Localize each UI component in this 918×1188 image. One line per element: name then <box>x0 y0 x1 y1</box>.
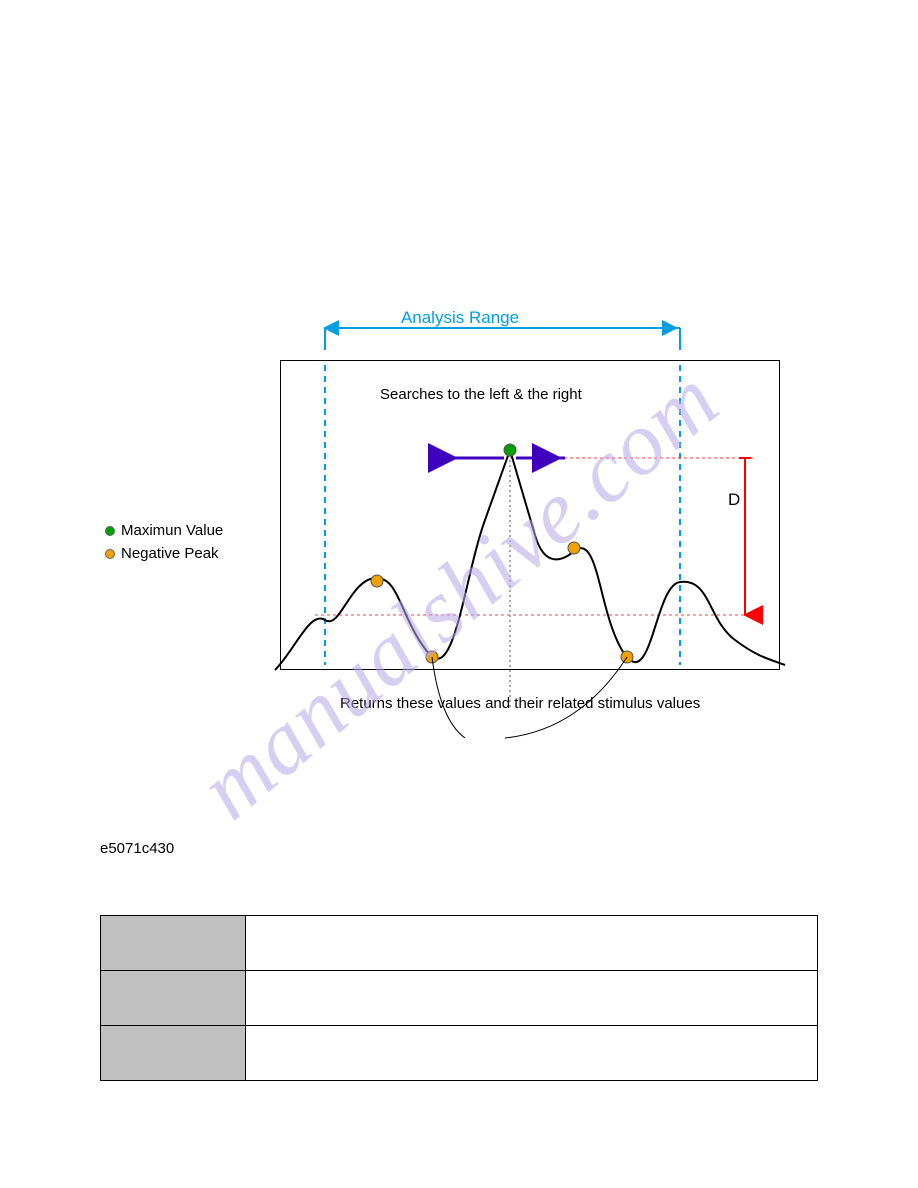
table-row <box>101 916 818 971</box>
legend-max-label: Maximun Value <box>121 520 223 543</box>
table-value-cell <box>246 971 818 1026</box>
dot-icon <box>105 526 115 536</box>
legend-neg-label: Negative Peak <box>121 543 219 566</box>
diagram: Analysis Range Maximun Value Negative Pe… <box>105 300 805 340</box>
legend-neg: Negative Peak <box>105 543 223 566</box>
legend: Maximun Value Negative Peak <box>105 520 223 565</box>
diagram-svg <box>280 320 800 720</box>
dot-icon <box>105 549 115 559</box>
table-label-cell <box>101 971 246 1026</box>
table-label-cell <box>101 1026 246 1081</box>
table-value-cell <box>246 916 818 971</box>
table-label-cell <box>101 916 246 971</box>
table-value-cell <box>246 1026 818 1081</box>
table-row <box>101 971 818 1026</box>
figure-id: e5071c430 <box>100 840 174 857</box>
legend-max: Maximun Value <box>105 520 223 543</box>
table-row <box>101 1026 818 1081</box>
info-table <box>100 915 818 1081</box>
